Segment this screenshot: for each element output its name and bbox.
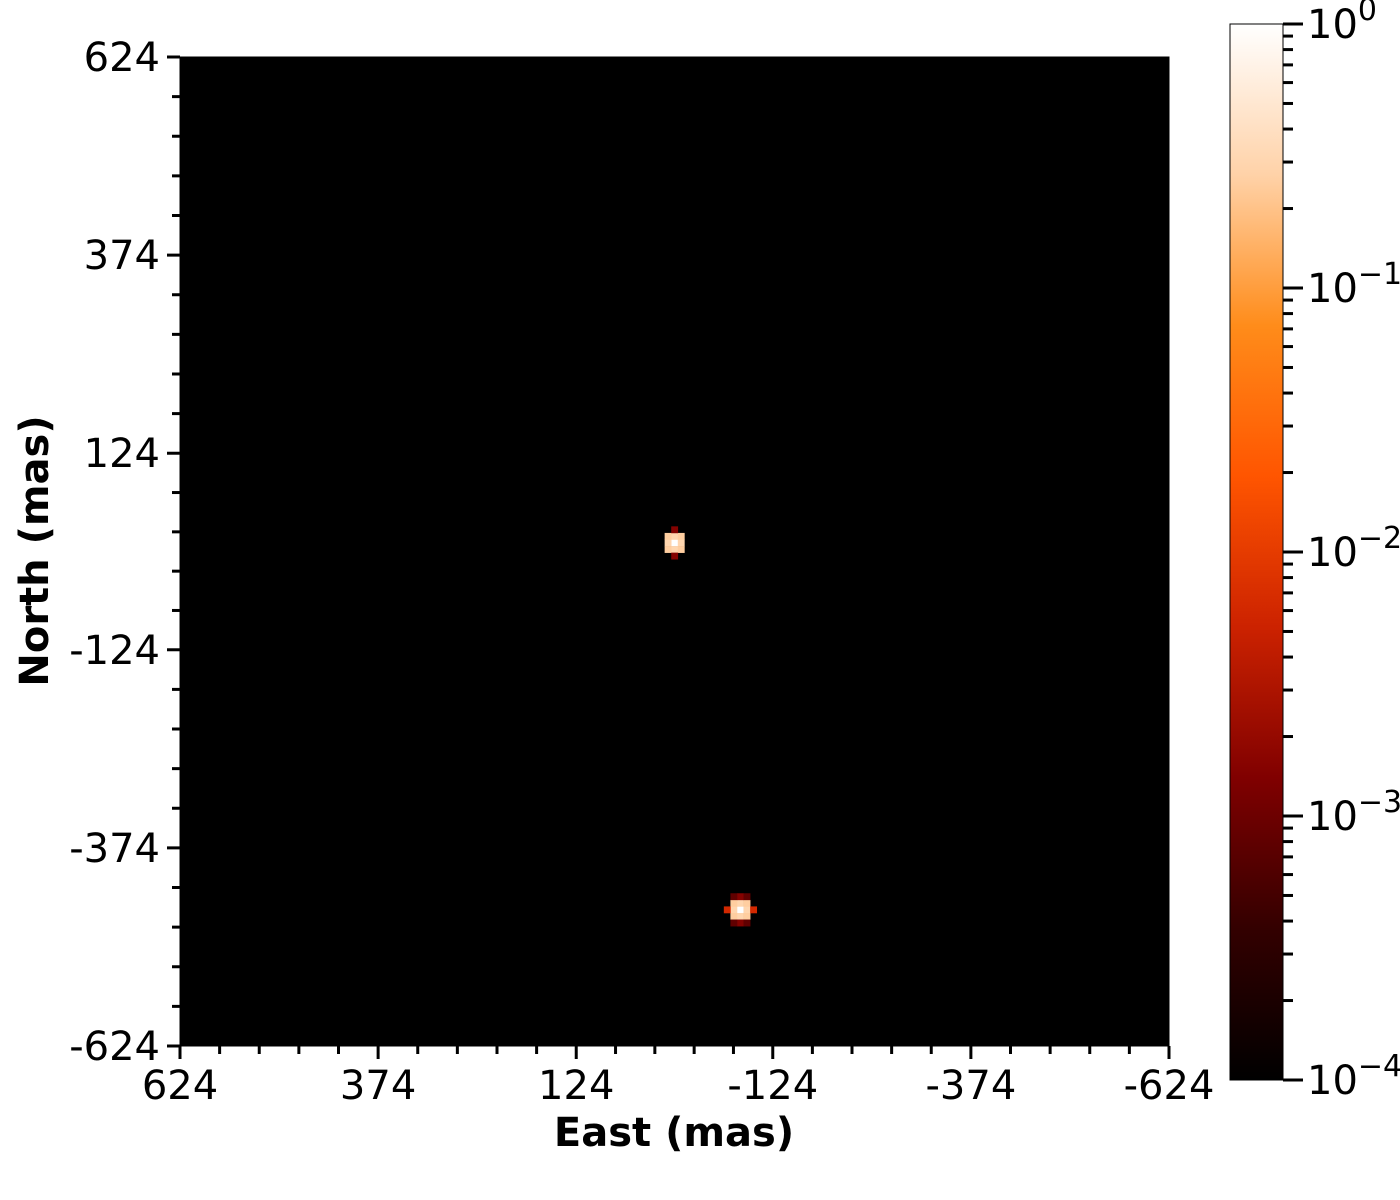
heatmap-pixel: [671, 532, 679, 540]
heatmap-pixel: [677, 546, 685, 553]
y-axis: 624 374 124 -124 -374 -624: [69, 35, 180, 1070]
y-tick-label: 374: [84, 233, 160, 279]
heatmap-pixels: [664, 526, 758, 927]
x-axis-title: East (mas): [554, 1110, 794, 1156]
heatmap-pixel: [736, 906, 744, 914]
heatmap-pixel: [677, 539, 685, 547]
y-tick-label: -124: [69, 628, 160, 674]
colorbar-tick-label: 10−4: [1307, 1049, 1400, 1104]
heatmap-pixel: [736, 919, 744, 927]
heatmap-pixel: [730, 912, 738, 920]
heatmap-pixel: [736, 912, 744, 920]
plot-frame: [179, 56, 1170, 1047]
y-tick-label: -624: [69, 1024, 160, 1070]
heatmap-pixel: [750, 906, 758, 914]
heatmap-pixel: [743, 893, 751, 901]
y-tick-label: -374: [69, 826, 160, 872]
x-axis: 624 374 124 -124 -374 -624: [142, 1046, 1215, 1109]
x-tick-label: -374: [925, 1063, 1016, 1109]
heatmap-pixel: [664, 539, 672, 547]
heatmap-pixel: [736, 893, 744, 901]
heatmap-pixel: [730, 919, 738, 927]
heatmap-pixel: [743, 912, 751, 920]
colorbar-tick-label: 100: [1307, 0, 1377, 48]
heatmap-pixel: [671, 552, 679, 560]
colorbar-tick-label: 10−2: [1307, 521, 1400, 576]
heatmap-pixel: [730, 893, 738, 901]
heatmap-pixel: [723, 906, 731, 914]
heatmap-pixel: [664, 546, 672, 553]
y-tick-label: 124: [84, 431, 160, 477]
heatmap-pixel: [671, 526, 679, 534]
colorbar: [1229, 23, 1284, 1081]
heatmap-pixel: [664, 532, 672, 540]
x-tick-label: 124: [538, 1063, 614, 1109]
heatmap-pixel: [671, 539, 679, 547]
heatmap-pixel: [730, 906, 738, 914]
x-tick-label: 374: [340, 1063, 416, 1109]
heatmap-pixel: [730, 899, 738, 907]
colorbar-tick-label: 10−1: [1307, 257, 1400, 312]
heatmap-pixel: [671, 546, 679, 553]
colorbar-ticks: 100 10−1 10−2 10−3 10−4: [1283, 0, 1400, 1104]
colorbar-tick-label: 10−3: [1307, 785, 1400, 840]
y-tick-label: 624: [84, 35, 160, 81]
x-tick-label: -624: [1124, 1063, 1215, 1109]
x-tick-label: 624: [142, 1063, 218, 1109]
heatmap-pixel: [743, 899, 751, 907]
heatmap-pixel: [743, 919, 751, 927]
heatmap-pixel: [736, 899, 744, 907]
y-axis-title: North (mas): [12, 415, 58, 686]
heatmap-pixel: [743, 906, 751, 914]
heatmap-pixel: [677, 532, 685, 540]
x-tick-label: -124: [727, 1063, 818, 1109]
